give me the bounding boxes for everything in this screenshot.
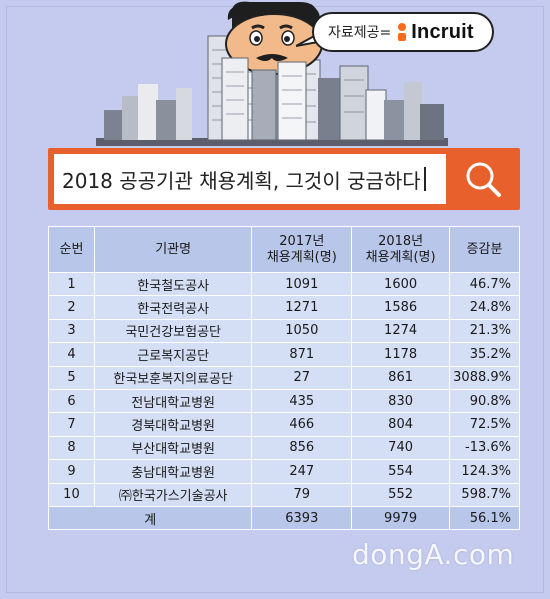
- search-icon: [466, 162, 501, 197]
- change-rate-cell: 3088.9%: [448, 365, 521, 390]
- plan-2018-cell: 1600: [351, 271, 450, 297]
- table-row: 1 한국철도공사 1091 1600 46.7%: [48, 271, 521, 297]
- table-row: 7 경북대학교병원 466 804 72.5%: [48, 412, 521, 437]
- rank-cell: 2: [48, 295, 95, 320]
- plan-2018-cell: 1178: [351, 342, 450, 367]
- rank-cell: 9: [48, 459, 95, 484]
- plan-2018-cell: 1274: [351, 318, 450, 344]
- rank-cell: 7: [48, 412, 95, 437]
- change-rate-cell: 598.7%: [448, 482, 521, 507]
- plan-2018-cell: 740: [351, 435, 450, 461]
- plan-2018-cell: 830: [351, 388, 450, 414]
- table-row: 8 부산대학교병원 856 740 -13.6%: [48, 435, 521, 461]
- change-rate-cell: 46.7%: [448, 271, 521, 297]
- column-header: 증감분: [448, 226, 521, 273]
- table-header-row: 순번 기관명 2017년 채용계획(명) 2018년 채용계획(명) 증감분: [48, 226, 521, 273]
- column-header: 기관명: [93, 226, 253, 273]
- plan-2017-cell: 1050: [251, 318, 353, 344]
- plan-2018-cell: 554: [351, 459, 450, 484]
- credit-bubble: 자료제공= Incruit: [312, 12, 494, 52]
- agency-cell: 한국철도공사: [93, 271, 253, 297]
- search-title: 2018 공공기관 채용계획, 그것이 궁금하다: [62, 168, 421, 193]
- column-header: 2017년 채용계획(명): [251, 226, 353, 273]
- rank-cell: 4: [48, 342, 95, 367]
- character-illustration: [225, 1, 323, 75]
- text-caret: [423, 167, 426, 191]
- incruit-logo-text: Incruit: [411, 20, 474, 43]
- rank-cell: 1: [48, 271, 95, 297]
- rank-cell: 6: [48, 388, 95, 414]
- change-rate-cell: 21.3%: [448, 318, 521, 344]
- plan-2017-cell: 466: [251, 412, 353, 437]
- table-row: 3 국민건강보험공단 1050 1274 21.3%: [48, 318, 521, 344]
- incruit-logo: Incruit: [397, 21, 474, 44]
- change-rate-cell: -13.6%: [448, 435, 521, 461]
- table-row: 2 한국전력공사 1271 1586 24.8%: [48, 295, 521, 320]
- table-row: 10 ㈜한국가스기술공사 79 552 598.7%: [48, 482, 521, 507]
- plan-2017-cell: 435: [251, 388, 353, 414]
- agency-cell: 충남대학교병원: [93, 459, 253, 484]
- plan-2018-cell: 804: [351, 412, 450, 437]
- plan-2017-cell: 856: [251, 435, 353, 461]
- search-input[interactable]: 2018 공공기관 채용계획, 그것이 궁금하다: [54, 154, 446, 204]
- total-rate-cell: 56.1%: [448, 505, 521, 531]
- column-header: 2018년 채용계획(명): [351, 226, 450, 273]
- rank-cell: 5: [48, 365, 95, 390]
- plan-2017-cell: 247: [251, 459, 353, 484]
- total-2018-cell: 9979: [351, 505, 450, 531]
- table-total-row: 계 6393 9979 56.1%: [47, 505, 521, 531]
- table-row: 4 근로복지공단 871 1178 35.2%: [48, 342, 521, 367]
- plan-2017-cell: 79: [251, 482, 353, 507]
- rank-cell: 8: [48, 435, 95, 461]
- plan-2018-cell: 552: [351, 482, 450, 507]
- change-rate-cell: 24.8%: [448, 295, 521, 320]
- table-body: 1 한국철도공사 1091 1600 46.7% 2 한국전력공사 1271 1586 24.8%…: [47, 271, 521, 531]
- agency-cell: 경북대학교병원: [93, 412, 253, 437]
- plan-2017-cell: 27: [251, 365, 353, 390]
- search-button[interactable]: [452, 154, 514, 204]
- watermark: dongA.com: [352, 538, 515, 571]
- agency-cell: 한국전력공사: [93, 295, 253, 320]
- recruitment-table: 순번 기관명 2017년 채용계획(명) 2018년 채용계획(명) 증감분 1…: [47, 226, 521, 531]
- agency-cell: 전남대학교병원: [93, 388, 253, 414]
- plan-2018-cell: 1586: [351, 295, 450, 320]
- total-label-cell: 계: [47, 505, 253, 531]
- change-rate-cell: 90.8%: [448, 388, 521, 414]
- change-rate-cell: 72.5%: [448, 412, 521, 437]
- table-row: 9 충남대학교병원 247 554 124.3%: [48, 459, 521, 484]
- column-header: 순번: [48, 226, 95, 273]
- agency-cell: 근로복지공단: [93, 342, 253, 367]
- plan-2018-cell: 861: [351, 365, 450, 390]
- credit-label: 자료제공=: [328, 25, 392, 41]
- rank-cell: 10: [48, 482, 95, 507]
- incruit-logo-mark: [397, 22, 409, 42]
- plan-2017-cell: 1271: [251, 295, 353, 320]
- agency-cell: 국민건강보험공단: [93, 318, 253, 344]
- total-2017-cell: 6393: [251, 505, 353, 531]
- agency-cell: ㈜한국가스기술공사: [93, 482, 253, 507]
- table-row: 6 전남대학교병원 435 830 90.8%: [48, 388, 521, 414]
- change-rate-cell: 124.3%: [448, 459, 521, 484]
- search-banner: 2018 공공기관 채용계획, 그것이 궁금하다: [48, 148, 520, 210]
- table-row: 5 한국보훈복지의료공단 27 861 3088.9%: [48, 365, 521, 390]
- plan-2017-cell: 1091: [251, 271, 353, 297]
- agency-cell: 부산대학교병원: [93, 435, 253, 461]
- rank-cell: 3: [48, 318, 95, 344]
- skyline-illustration: [96, 1, 448, 146]
- agency-cell: 한국보훈복지의료공단: [93, 365, 253, 390]
- plan-2017-cell: 871: [251, 342, 353, 367]
- change-rate-cell: 35.2%: [448, 342, 521, 367]
